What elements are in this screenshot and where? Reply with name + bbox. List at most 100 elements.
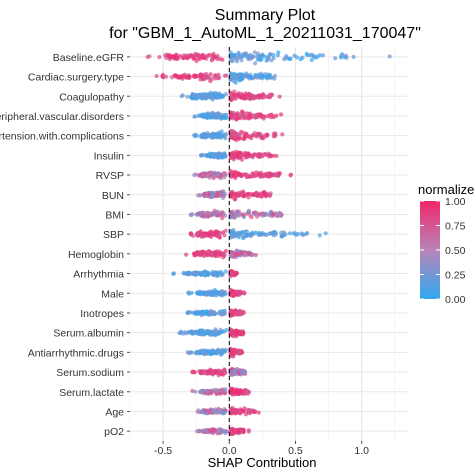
points-layer [145,50,392,437]
plot-area [130,47,408,441]
shap-point [202,192,207,197]
shap-point [212,210,217,215]
shap-point [218,391,223,396]
shap-point [247,56,252,62]
shap-point [192,74,197,79]
shap-point [212,309,217,315]
shap-point [298,57,303,62]
shap-point [216,349,221,354]
shap-point [216,271,221,276]
legend-tick-label: 0.00 [445,294,466,306]
shap-point [276,213,281,218]
shap-point [249,174,254,179]
shap-point [257,232,262,237]
shap-point [293,232,299,237]
shap-point [288,56,293,62]
shap-point [184,331,190,336]
feature-label: RVSP [96,170,124,182]
shap-point [270,212,275,217]
shap-point [245,74,250,79]
shap-point [246,429,251,434]
shap-point [176,75,182,80]
feature-label: Serum.sodium [56,367,124,379]
shap-point [194,133,199,138]
shap-point [171,271,176,276]
shap-point [246,95,251,100]
shap-point [210,53,216,58]
shap-point [277,94,282,99]
legend: normalize 1.00 0.75 0.50 0.25 0.00 [418,182,474,306]
shap-point [240,230,245,235]
shap-point [203,96,208,101]
shap-point [271,56,276,61]
shap-point [249,214,254,220]
shap-point [210,270,215,275]
shap-point [264,232,269,238]
shap-point [317,53,322,58]
shap-point [202,428,207,433]
shap-point [208,330,213,336]
shap-point [265,172,270,177]
shap-point [235,92,240,98]
shap-point [243,212,248,217]
shap-point [192,173,197,178]
shap-point [237,171,242,176]
feature-label: Hypertension.with.complications [0,131,124,143]
shap-point [242,369,248,374]
shap-point [265,114,270,119]
shap-point [192,271,198,276]
legend-title: normalize [418,182,474,197]
shap-point [188,350,193,355]
shap-point [243,229,248,234]
shap-point [229,309,234,314]
shap-point [218,193,223,198]
feature-label: pO2 [104,426,124,438]
shap-point [210,94,215,99]
shap-point [190,331,195,336]
shap-point [203,311,208,316]
shap-point [216,134,222,139]
shap-point [259,135,264,140]
x-tick-label: -0.5 [154,445,172,457]
shap-point [252,50,257,55]
shap-point [200,234,205,239]
shap-point [188,54,194,59]
shap-point [228,407,233,412]
shap-point [221,255,226,260]
shap-point [213,333,218,338]
shap-point [188,232,194,237]
x-tick-label: 0.0 [222,445,237,457]
shap-point [230,154,235,159]
shap-point [247,408,252,413]
shap-point [249,136,254,141]
shap-point [234,409,239,414]
shap-point [199,53,204,59]
shap-point [213,368,218,373]
shap-point [222,73,227,78]
shap-point [203,351,208,356]
shap-point [185,94,190,99]
shap-point [186,310,191,315]
shap-point [205,388,210,394]
shap-point [229,389,234,394]
feature-label: Age [105,406,124,418]
shap-point [253,173,258,178]
shap-point [196,93,201,98]
feature-label: Insulin [94,150,125,162]
shap-point [317,233,322,238]
shap-point [238,330,243,335]
shap-point [281,230,286,235]
shap-point [238,312,244,317]
feature-label: SBP [103,229,124,241]
shap-point [214,409,219,414]
shap-point [232,292,237,297]
shap-point [343,53,348,58]
shap-point [242,193,247,198]
shap-point [192,56,197,61]
shap-point [201,370,206,375]
shap-point [251,409,256,415]
shap-point [236,351,241,356]
shap-point [197,250,202,255]
shap-point [234,389,239,394]
shap-point [238,410,243,415]
